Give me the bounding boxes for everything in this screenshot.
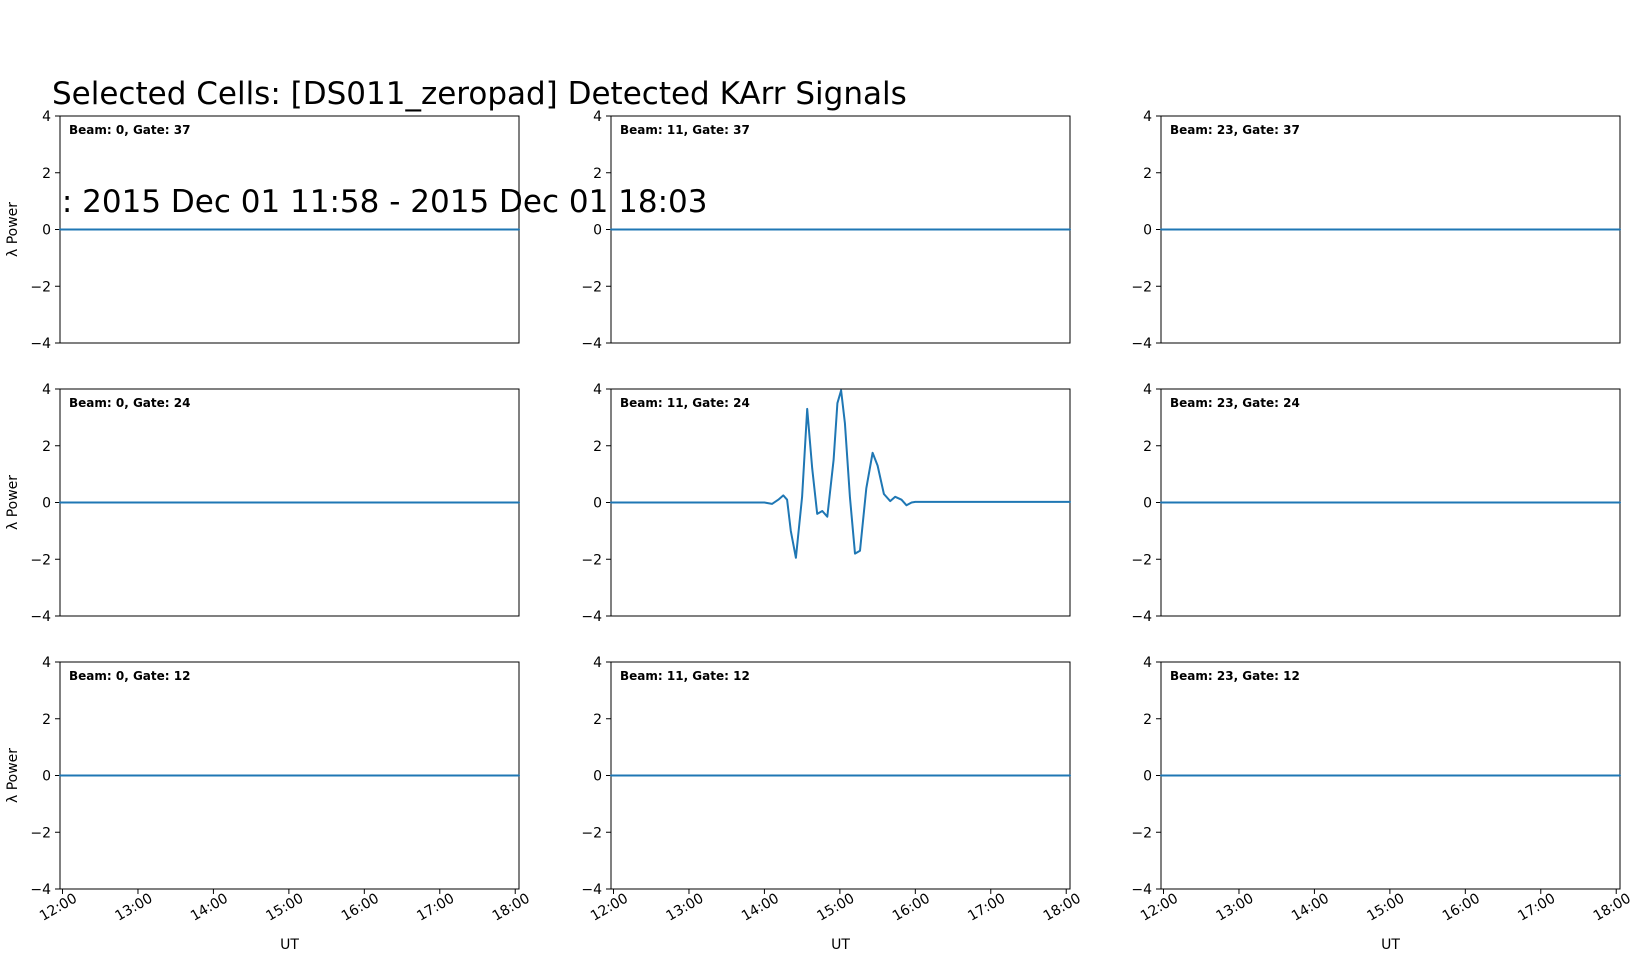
y-tick-label: 4 [593,655,602,671]
y-tick-label: 0 [1143,769,1152,785]
y-tick-label: 0 [42,496,51,512]
y-tick-label: 4 [42,655,51,671]
y-axis-label: λ Power [5,202,21,257]
x-tick-label: 16:00 [890,891,933,925]
x-tick-label: 14:00 [739,891,782,925]
x-tick-label: 18:00 [490,891,533,925]
panel-label: Beam: 0, Gate: 24 [69,396,190,410]
subplot-4: 4 2 0 −2 −4 λ Power Beam: 0, Gate: 24 [5,382,520,625]
panel-label: Beam: 23, Gate: 12 [1170,669,1300,683]
y-tick-label: −2 [581,552,602,568]
x-tick-label: 18:00 [1591,891,1634,925]
subplot-1: 4 2 0 −2 −4 λ Power Beam: 0, Gate: 37 [5,109,520,352]
y-tick-label: 4 [1143,109,1152,125]
y-tick-label: −2 [1131,552,1152,568]
x-tick-label: 14:00 [1289,891,1332,925]
y-tick-label: 4 [593,382,602,398]
figure-title-line-1: Selected Cells: [DS011_zeropad] Detected… [52,76,907,112]
subplot-2: 4 2 0 −2 −4 Beam: 11, Gate: 37 [581,109,1071,352]
y-tick-label: −4 [30,882,51,898]
y-tick-label: 2 [42,166,51,182]
x-tick-label: 13:00 [112,891,155,925]
y-tick-label: 2 [593,712,602,728]
y-tick-label: 0 [1143,223,1152,239]
y-tick-label: 2 [593,166,602,182]
y-tick-label: 0 [1143,496,1152,512]
panel-label: Beam: 11, Gate: 37 [620,123,750,137]
x-tick-label: 15:00 [814,891,857,925]
y-tick-label: −2 [581,279,602,295]
y-tick-label: 0 [42,223,51,239]
x-axis-label: UT [280,937,299,953]
x-axis-label: UT [831,937,850,953]
x-tick-label: 16:00 [1440,891,1483,925]
x-tick-label: 17:00 [965,891,1008,925]
panel-label: Beam: 23, Gate: 24 [1170,396,1300,410]
y-tick-label: −2 [581,825,602,841]
y-tick-label: 0 [593,496,602,512]
y-tick-label: −4 [581,882,602,898]
subplot-9: 420−2−412:00 13:00 14:00 15:00 16:00 17:00 18:… [1131,655,1633,953]
y-tick-label: −4 [1131,882,1152,898]
figure-title-line-2: : 2015 Dec 01 11:58 - 2015 Dec 01 18:03 [52,184,708,220]
y-tick-label: −4 [30,336,51,352]
panel-label: Beam: 11, Gate: 12 [620,669,750,683]
x-tick-label: 15:00 [1364,891,1407,925]
panel-label: Beam: 23, Gate: 37 [1170,123,1300,137]
y-tick-label: −4 [581,336,602,352]
panel-label: Beam: 11, Gate: 24 [620,396,750,410]
y-tick-label: 0 [593,769,602,785]
y-tick-label: −2 [1131,825,1152,841]
x-tick-label: 17:00 [1515,891,1558,925]
panel-label: Beam: 0, Gate: 37 [69,123,190,137]
signal-line [610,389,1071,559]
y-tick-label: 2 [593,439,602,455]
panel-label: Beam: 0, Gate: 12 [69,669,190,683]
x-tick-label: 14:00 [188,891,231,925]
x-tick-label: 13:00 [1213,891,1256,925]
subplot-5: 4 2 0 −2 −4 Beam: 11, Gate: 24 [581,382,1071,625]
y-tick-label: −2 [30,552,51,568]
y-tick-label: 0 [593,223,602,239]
y-tick-label: −4 [581,609,602,625]
x-tick-label: 18:00 [1041,891,1084,925]
y-tick-label: 4 [1143,382,1152,398]
x-axis-label: UT [1381,937,1400,953]
y-tick-label: 4 [1143,655,1152,671]
x-tick-label: 15:00 [263,891,306,925]
y-tick-label: 2 [42,439,51,455]
y-tick-label: 4 [42,109,51,125]
y-axis-label: λ Power [5,748,21,803]
x-tick-label: 17:00 [414,891,457,925]
subplot-7: 420−2−412:00 13:00 14:00 15:00 16:00 17:00 18:… [5,655,533,953]
y-tick-label: −2 [30,825,51,841]
y-tick-label: −4 [1131,609,1152,625]
x-tick-label: 13:00 [663,891,706,925]
y-tick-label: −4 [1131,336,1152,352]
x-tick-label: 16:00 [339,891,382,925]
figure-title: Selected Cells: [DS011_zeropad] Detected… [52,4,907,256]
y-axis-label: λ Power [5,475,21,530]
y-tick-label: 2 [1143,439,1152,455]
y-tick-label: −2 [1131,279,1152,295]
y-tick-label: 2 [42,712,51,728]
y-tick-label: 2 [1143,712,1152,728]
y-tick-label: 2 [1143,166,1152,182]
y-tick-label: −2 [30,279,51,295]
y-tick-label: 4 [42,382,51,398]
subplot-3: 4 2 0 −2 −4 Beam: 23, Gate: 37 [1131,109,1621,352]
y-tick-label: −4 [30,609,51,625]
y-tick-label: 0 [42,769,51,785]
y-tick-label: 4 [593,109,602,125]
subplot-8: 420−2−412:00 13:00 14:00 15:00 16:00 17:00 18:… [581,655,1083,953]
subplot-6: 4 2 0 −2 −4 Beam: 23, Gate: 24 [1131,382,1621,625]
